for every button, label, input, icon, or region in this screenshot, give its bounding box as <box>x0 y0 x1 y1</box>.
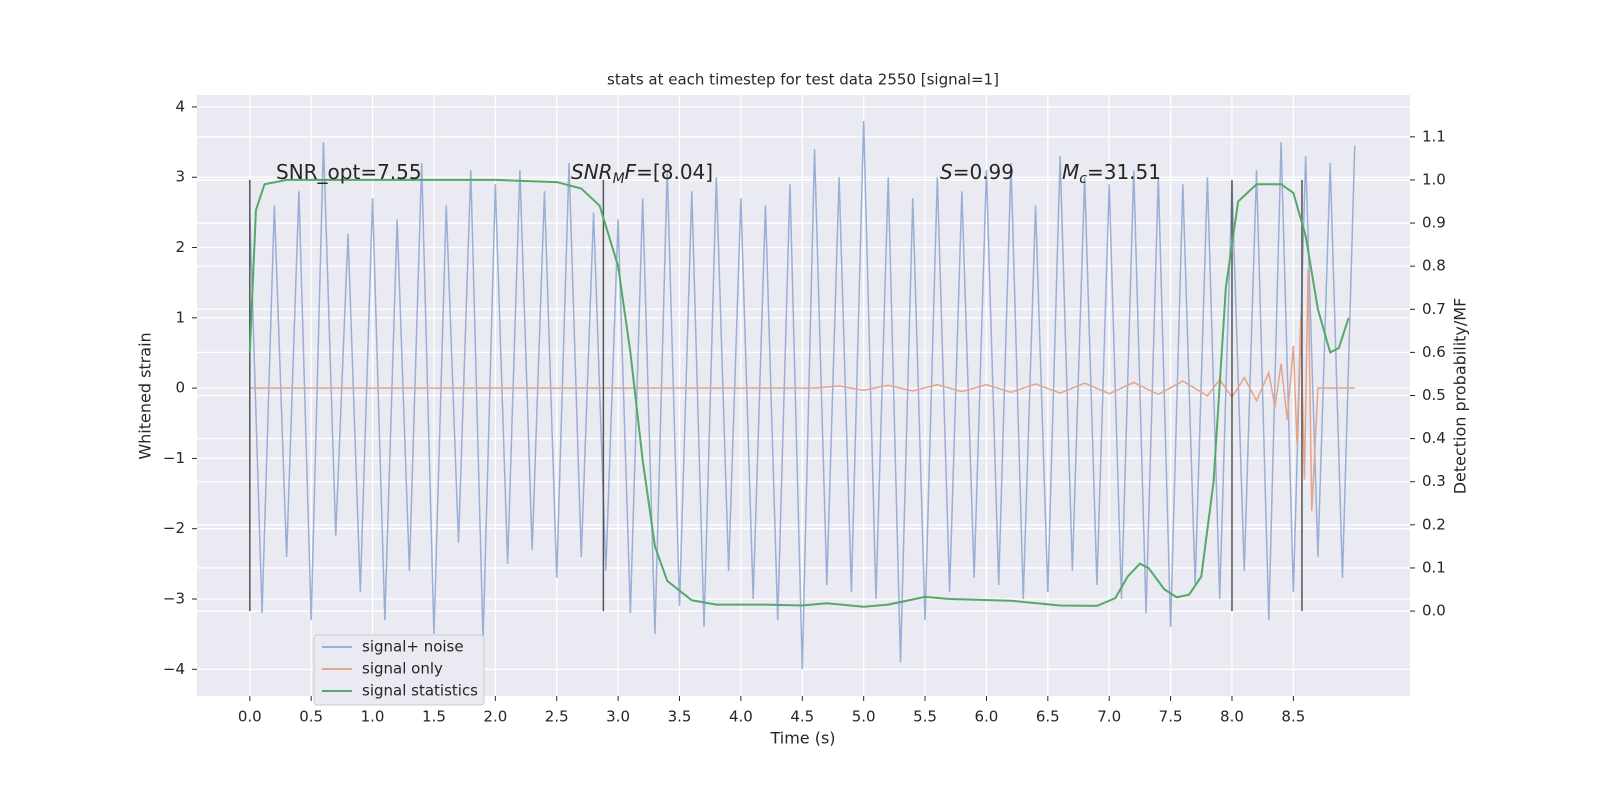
chart-title: stats at each timestep for test data 255… <box>607 71 999 89</box>
y2-tick-label: 0.5 <box>1422 386 1446 404</box>
y-tick-label: −1 <box>163 449 185 467</box>
x-tick-label: 5.5 <box>913 708 937 726</box>
y2-tick-label: 0.1 <box>1422 558 1446 576</box>
x-tick-label: 3.5 <box>668 708 692 726</box>
x-tick-label: 6.0 <box>975 708 999 726</box>
x-axis-label: Time (s) <box>769 729 835 748</box>
x-tick-label: 7.0 <box>1097 708 1121 726</box>
legend-box <box>313 634 485 706</box>
annotation-part: =[8.04] <box>636 160 713 184</box>
x-tick-label: 8.5 <box>1281 708 1305 726</box>
annotation-part: =31.51 <box>1087 160 1161 184</box>
y2-tick-label: 0.8 <box>1422 257 1446 275</box>
x-tick-label: 1.0 <box>361 708 385 726</box>
y-tick-label: 4 <box>175 97 185 115</box>
y-tick-label: 0 <box>175 379 185 397</box>
annotation-part: c <box>1079 171 1087 187</box>
x-tick-label: 3.0 <box>606 708 630 726</box>
x-tick-label: 1.5 <box>422 708 446 726</box>
y2-tick-label: 0.7 <box>1422 300 1446 318</box>
legend-label: signal+ noise <box>362 638 464 656</box>
y2-tick-label: 0.6 <box>1422 343 1446 361</box>
annotation: Mc=31.51 <box>1062 160 1161 188</box>
x-tick-label: 2.5 <box>545 708 569 726</box>
x-tick-label: 0.0 <box>238 708 262 726</box>
series-line <box>249 268 1355 512</box>
y2-tick-label: 1.1 <box>1422 127 1446 145</box>
y2-tick-label: 0.3 <box>1422 472 1446 490</box>
x-tick-label: 8.0 <box>1220 708 1244 726</box>
y2-tick-label: 1.0 <box>1422 170 1446 188</box>
y-tick-label: −4 <box>163 660 185 678</box>
y-tick-label: 2 <box>175 238 185 256</box>
series-line <box>249 120 1356 670</box>
legend-label: signal statistics <box>362 682 478 700</box>
annotation-part: SNR <box>571 160 613 184</box>
annotation-part: M <box>1062 160 1079 184</box>
annotation-part: F <box>625 160 637 184</box>
annotation-part: M <box>613 171 625 187</box>
y2-tick-label: 0.9 <box>1422 214 1446 232</box>
y2-tick-label: 0.0 <box>1422 602 1446 620</box>
y-tick-label: −2 <box>163 519 185 537</box>
x-tick-label: 0.5 <box>299 708 323 726</box>
marks <box>248 120 1356 670</box>
annotation-part: S <box>940 160 953 184</box>
annotation: SNRMF=[8.04] <box>571 160 713 188</box>
y-tick-label: 1 <box>175 308 185 326</box>
legend-label: signal only <box>362 660 443 678</box>
y-axis-label: Whitened strain <box>136 332 155 459</box>
annotation: SNR_opt=7.55 <box>276 160 422 184</box>
x-tick-label: 2.0 <box>483 708 507 726</box>
x-tick-label: 7.5 <box>1159 708 1183 726</box>
series-line <box>248 178 1350 608</box>
annotations: SNR_opt=7.55 SNRMF=[8.04] S=0.99 Mc=31.51 <box>276 160 1161 188</box>
x-tick-label: 5.0 <box>852 708 876 726</box>
legend: signal+ noise signal only signal statistic… <box>313 634 485 706</box>
annotation-part: =0.99 <box>953 160 1014 184</box>
y2-tick-label: 0.4 <box>1422 429 1446 447</box>
y2-axis-label: Detection probability/MF <box>1451 298 1470 495</box>
y2-tick-label: 0.2 <box>1422 515 1446 533</box>
y-tick-label: −3 <box>163 589 185 607</box>
y-tick-label: 3 <box>175 168 185 186</box>
annotation: S=0.99 <box>940 160 1014 184</box>
x-tick-label: 6.5 <box>1036 708 1060 726</box>
x-tick-label: 4.0 <box>729 708 753 726</box>
x-tick-label: 4.5 <box>790 708 814 726</box>
annotation-part: SNR_opt=7.55 <box>276 160 422 184</box>
